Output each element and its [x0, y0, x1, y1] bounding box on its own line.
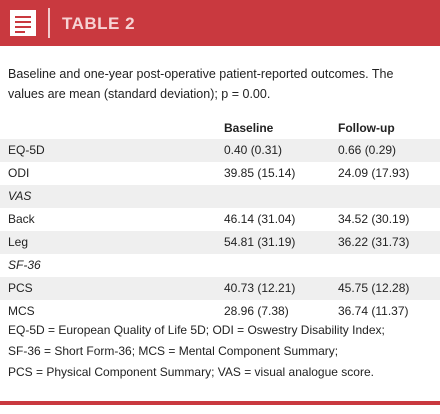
row-label: ODI [8, 166, 30, 180]
table-row: ODI 39.85 (15.14) 24.09 (17.93) [0, 162, 440, 185]
table-icon [10, 10, 36, 36]
cell-value: 0.66 (0.29) [338, 143, 397, 157]
row-label: EQ-5D [8, 143, 45, 157]
table-row: Leg 54.81 (31.19) 36.22 (31.73) [0, 231, 440, 254]
cell-value: 54.81 (31.19) [224, 235, 296, 249]
header-row: Baseline Follow-up [0, 117, 440, 140]
cell-value: 34.52 (30.19) [338, 212, 410, 226]
table-row: Back 46.14 (31.04) 34.52 (30.19) [0, 208, 440, 231]
footnote: SF-36 = Short Form-36; MCS = Mental Comp… [8, 344, 339, 358]
table-row: EQ-5D 0.40 (0.31) 0.66 (0.29) [0, 139, 440, 162]
cell-value: 39.85 (15.14) [224, 166, 296, 180]
cell-value: 40.73 (12.21) [224, 281, 296, 295]
table-row: PCS 40.73 (12.21) 45.75 (12.28) [0, 277, 440, 300]
row-label: MCS [8, 304, 35, 318]
column-header: Baseline [224, 121, 274, 135]
table-title: TABLE 2 [62, 14, 136, 33]
table-row: SF-36 [0, 254, 440, 277]
cell-value: 36.22 (31.73) [338, 235, 410, 249]
row-label: PCS [8, 281, 33, 295]
cell-value: 45.75 (12.28) [338, 281, 410, 295]
cell-value: 0.40 (0.31) [224, 143, 283, 157]
row-label: Back [8, 212, 35, 226]
cell-value: 46.14 (31.04) [224, 212, 296, 226]
row-label: SF-36 [8, 258, 41, 272]
row-label: Leg [8, 235, 29, 249]
row-label: VAS [8, 189, 32, 203]
cell-value: 24.09 (17.93) [338, 166, 410, 180]
header-bar [0, 0, 440, 46]
table-row: MCS 28.96 (7.38) 36.74 (11.37) [0, 300, 440, 323]
caption: Baseline and one-year post-operative pat… [8, 67, 394, 101]
cell-value: 36.74 (11.37) [338, 304, 409, 318]
cell-value: 28.96 (7.38) [224, 304, 289, 318]
footnote: PCS = Physical Component Summary; VAS = … [8, 365, 374, 379]
table-row: VAS [0, 185, 440, 208]
bottom-rule [0, 401, 440, 405]
divider [48, 8, 50, 38]
column-header: Follow-up [338, 121, 395, 135]
footnote: EQ-5D = European Quality of Life 5D; ODI… [8, 323, 385, 337]
